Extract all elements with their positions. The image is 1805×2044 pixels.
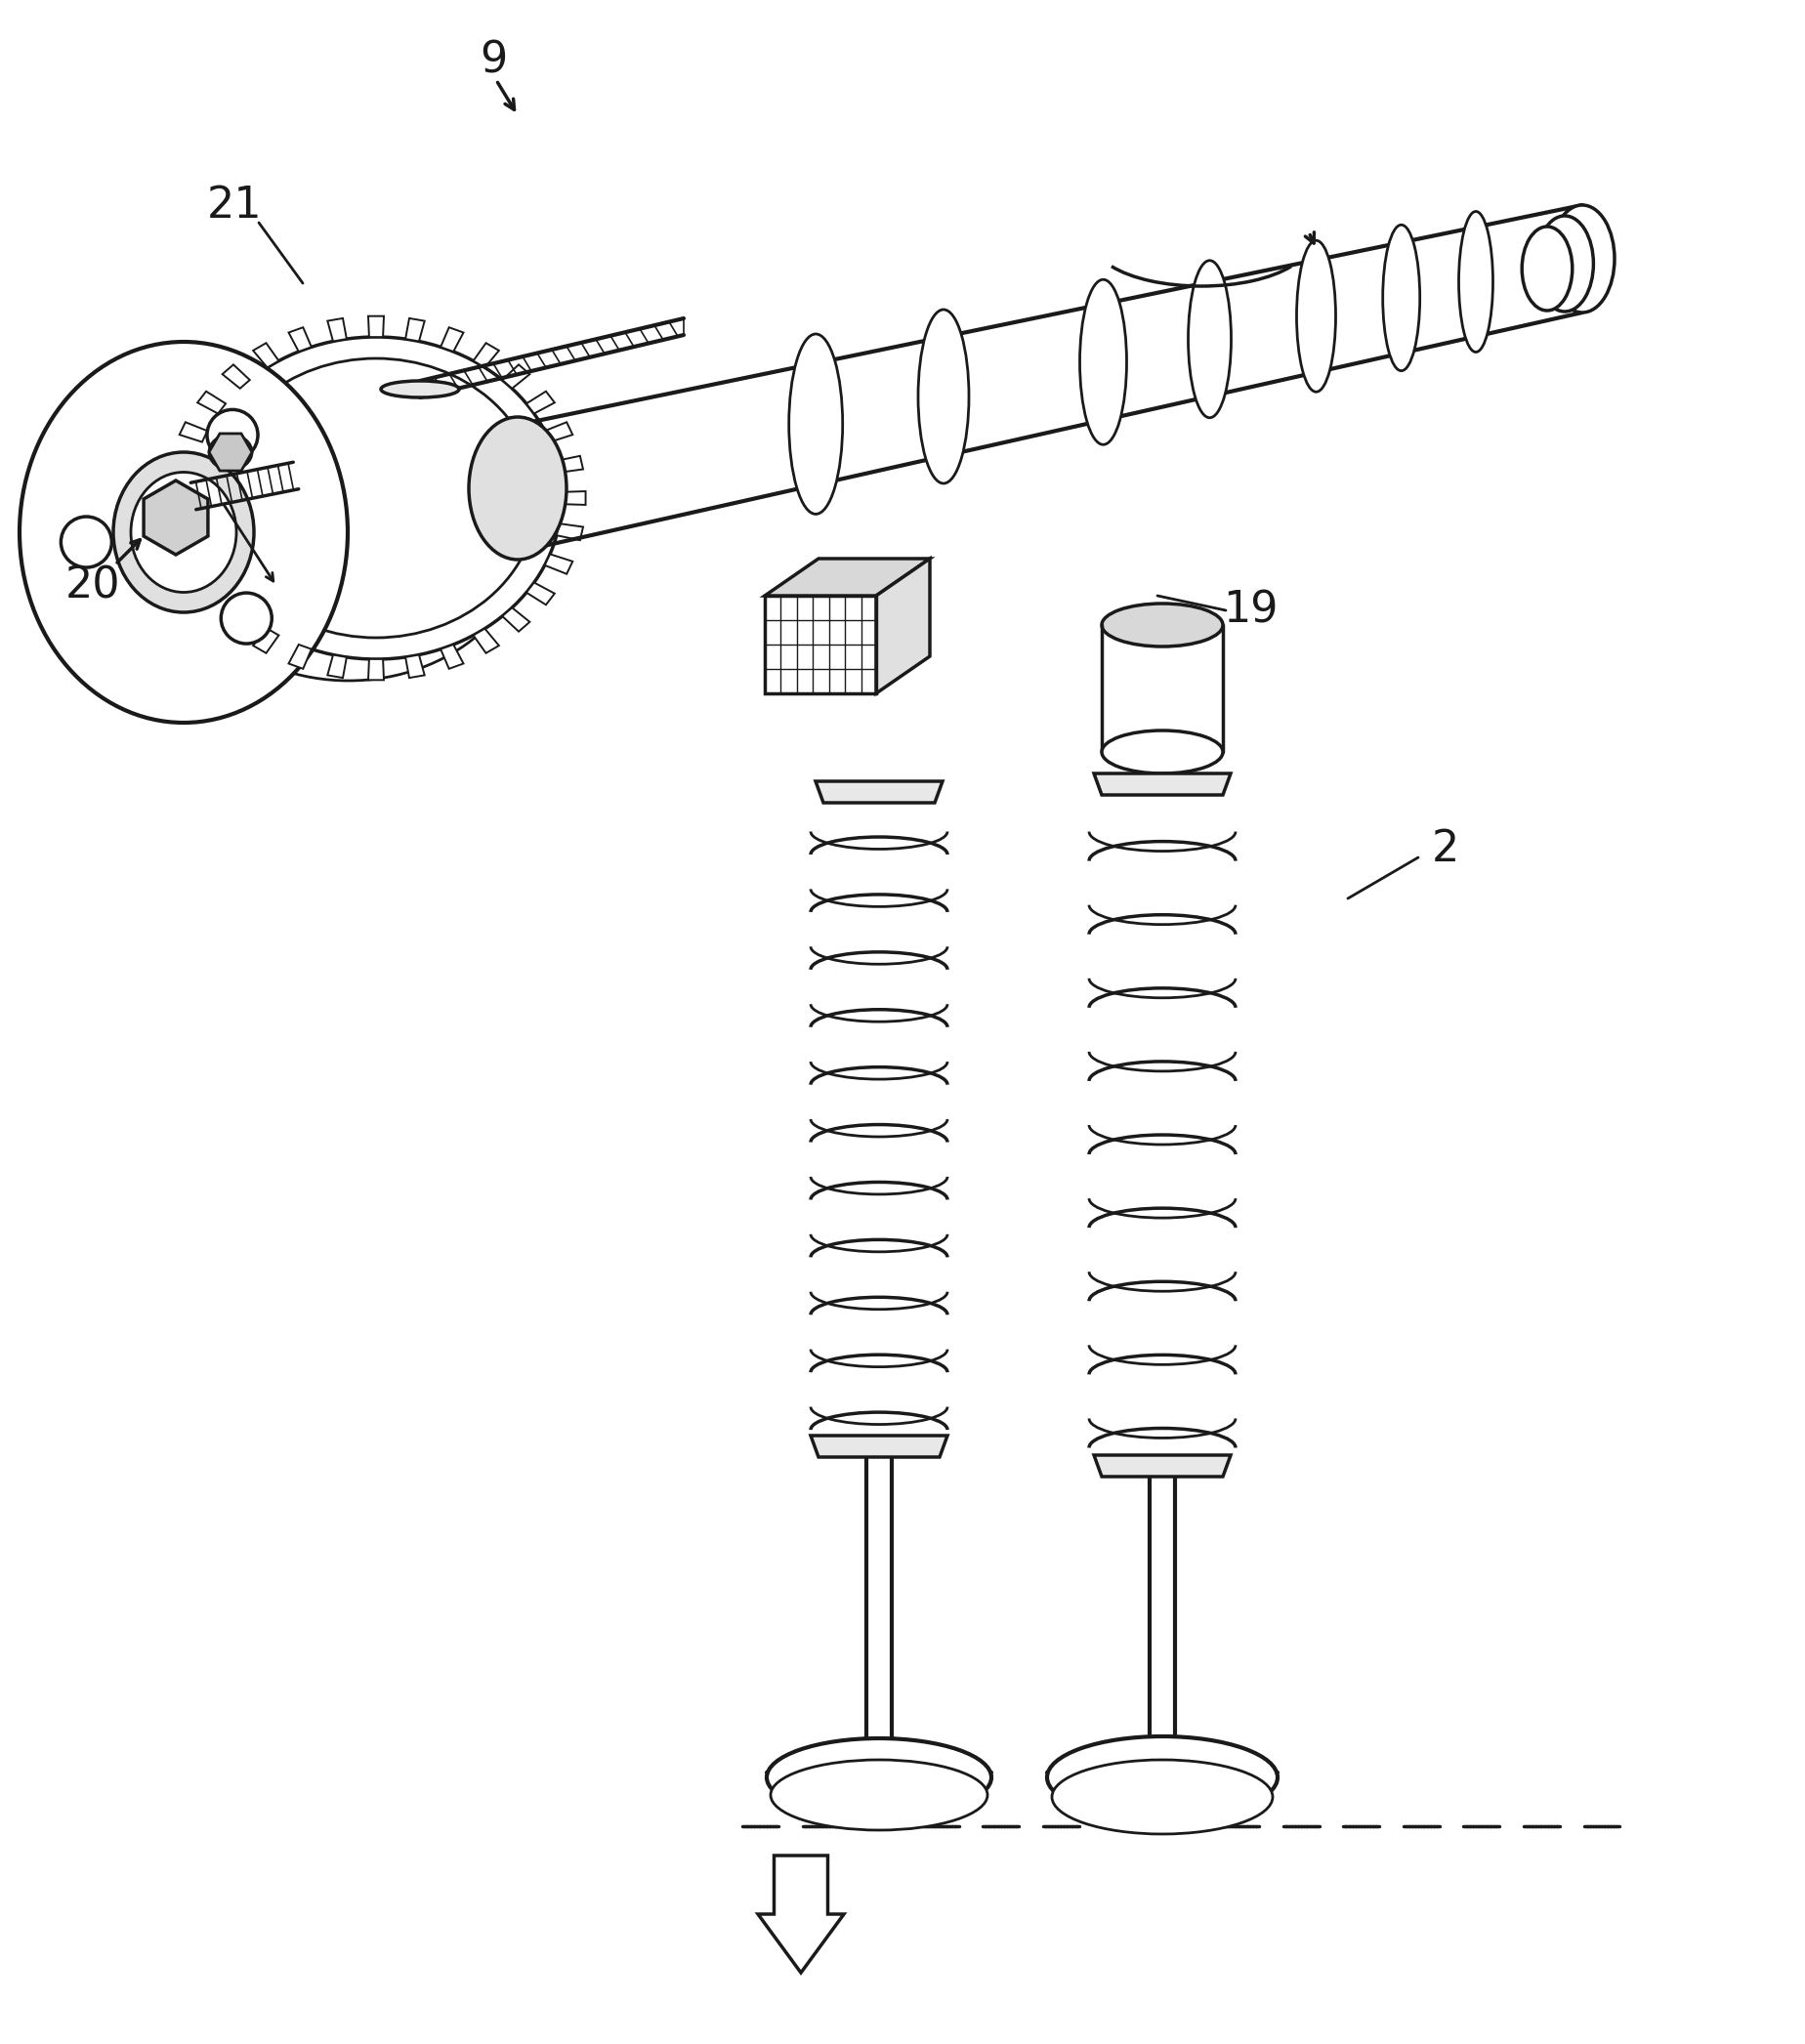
Polygon shape xyxy=(875,558,930,693)
Ellipse shape xyxy=(1549,204,1614,313)
Circle shape xyxy=(61,517,112,568)
Text: 20: 20 xyxy=(65,564,121,607)
Ellipse shape xyxy=(1051,1760,1273,1833)
Polygon shape xyxy=(764,558,930,595)
Polygon shape xyxy=(764,595,875,693)
Ellipse shape xyxy=(114,452,255,613)
Ellipse shape xyxy=(1079,280,1126,446)
Polygon shape xyxy=(197,390,226,413)
Ellipse shape xyxy=(1458,211,1493,352)
Polygon shape xyxy=(525,583,554,605)
Polygon shape xyxy=(810,1435,948,1457)
Polygon shape xyxy=(327,654,347,679)
Ellipse shape xyxy=(1383,225,1419,370)
Ellipse shape xyxy=(1101,603,1222,646)
Polygon shape xyxy=(327,319,347,341)
Polygon shape xyxy=(545,554,572,574)
Polygon shape xyxy=(166,491,191,505)
Text: 19: 19 xyxy=(1222,589,1278,632)
Polygon shape xyxy=(1094,1455,1229,1476)
Polygon shape xyxy=(404,654,424,679)
Polygon shape xyxy=(144,480,208,554)
Polygon shape xyxy=(502,364,529,388)
Ellipse shape xyxy=(771,1760,987,1829)
Ellipse shape xyxy=(1101,730,1222,773)
Polygon shape xyxy=(816,781,942,803)
Ellipse shape xyxy=(1522,227,1572,311)
Polygon shape xyxy=(404,319,424,341)
Polygon shape xyxy=(179,554,208,574)
Polygon shape xyxy=(289,644,310,668)
Polygon shape xyxy=(179,423,208,442)
Ellipse shape xyxy=(1188,260,1231,417)
Ellipse shape xyxy=(215,358,536,638)
Polygon shape xyxy=(473,343,498,368)
FancyArrow shape xyxy=(758,1856,843,1972)
Text: 21: 21 xyxy=(206,184,262,227)
Polygon shape xyxy=(440,644,464,668)
Polygon shape xyxy=(561,491,585,505)
Polygon shape xyxy=(473,630,498,654)
Polygon shape xyxy=(440,327,464,352)
Polygon shape xyxy=(545,423,572,442)
Ellipse shape xyxy=(190,337,561,660)
Ellipse shape xyxy=(20,341,348,724)
Polygon shape xyxy=(502,607,529,632)
Polygon shape xyxy=(556,456,583,472)
Ellipse shape xyxy=(469,417,567,560)
Polygon shape xyxy=(209,433,253,470)
Polygon shape xyxy=(289,327,310,352)
Polygon shape xyxy=(197,583,226,605)
Ellipse shape xyxy=(789,333,843,515)
Polygon shape xyxy=(556,523,583,540)
Polygon shape xyxy=(368,658,384,681)
Polygon shape xyxy=(525,390,554,413)
Ellipse shape xyxy=(130,472,236,593)
Ellipse shape xyxy=(917,309,969,484)
Polygon shape xyxy=(1094,773,1229,795)
Ellipse shape xyxy=(1296,241,1336,392)
Text: 2: 2 xyxy=(1431,828,1458,871)
Polygon shape xyxy=(368,317,384,337)
Polygon shape xyxy=(222,364,249,388)
Polygon shape xyxy=(253,343,278,368)
Circle shape xyxy=(208,409,258,460)
Ellipse shape xyxy=(209,435,253,470)
Polygon shape xyxy=(253,630,278,654)
Polygon shape xyxy=(170,456,195,472)
Ellipse shape xyxy=(767,1737,991,1817)
Polygon shape xyxy=(222,607,249,632)
Ellipse shape xyxy=(1536,217,1592,311)
Ellipse shape xyxy=(1047,1735,1276,1819)
Circle shape xyxy=(220,593,273,644)
Ellipse shape xyxy=(381,380,458,397)
Polygon shape xyxy=(170,523,195,540)
Text: 9: 9 xyxy=(478,39,507,82)
